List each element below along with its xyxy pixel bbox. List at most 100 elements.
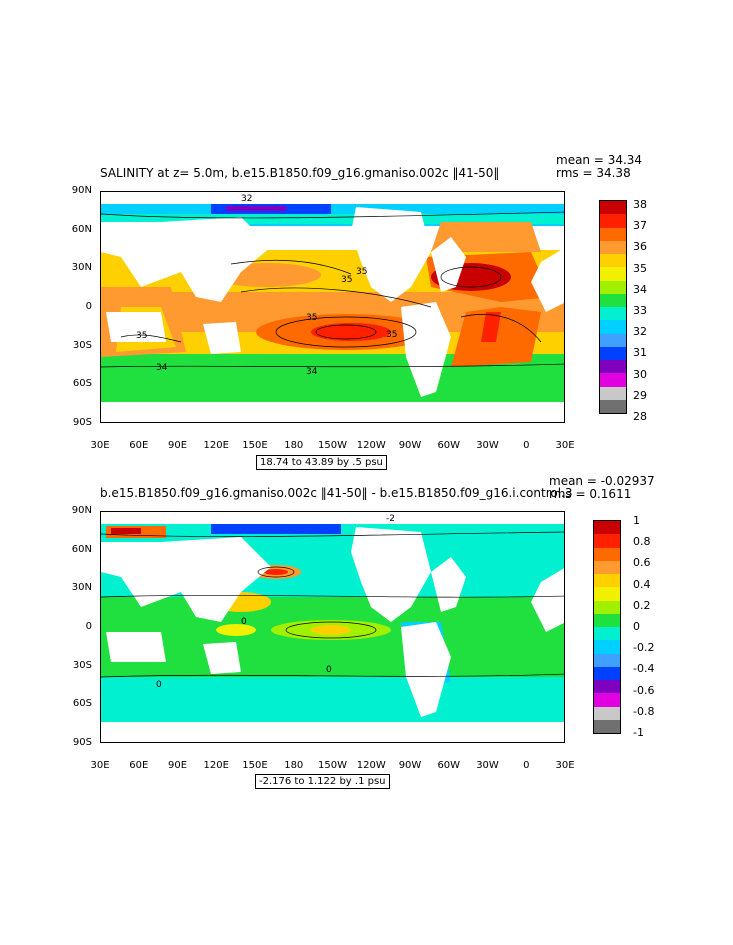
colorbar-tick-label: 34 — [633, 282, 647, 296]
difference-map: 0 0 0 -2 — [100, 511, 565, 743]
colorbar-swatch — [594, 640, 620, 654]
lat-label-0: 0 — [85, 621, 92, 632]
colorbar-swatch — [600, 386, 626, 400]
lon-label: 120E — [203, 760, 229, 771]
colorbar-swatch — [594, 560, 620, 574]
salinity-map: 32 35 35 35 35 34 34 35 — [100, 191, 565, 423]
colorbar-tick-label: -0.8 — [633, 704, 655, 718]
lat-label-30s: 30S — [72, 660, 92, 671]
colorbar-swatch — [600, 280, 626, 294]
colorbar-swatch — [594, 613, 620, 627]
panel-1-range-label: 18.74 to 43.89 by .5 psu — [256, 455, 387, 470]
contour-label: 35 — [306, 313, 317, 323]
colorbar-tick-label: 28 — [633, 410, 647, 423]
colorbar-tick-label: 0.6 — [633, 556, 651, 570]
colorbar-swatch — [600, 267, 626, 281]
lon-label: 120E — [203, 440, 229, 451]
colorbar-tick-label: 0.4 — [633, 577, 651, 591]
contour-label: 35 — [356, 267, 367, 277]
lon-label: 30E — [90, 440, 110, 451]
panel-1-rms: rms = 34.38 — [556, 166, 631, 180]
colorbar-swatch — [600, 333, 626, 347]
colorbar-tick-label: 36 — [633, 240, 647, 254]
lon-label: 150E — [242, 760, 268, 771]
colorbar-tick-label: 38 — [633, 198, 647, 211]
colorbar-tick-label: 37 — [633, 219, 647, 233]
panel-1-mean: mean = 34.34 — [556, 153, 643, 167]
colorbar-swatch — [600, 373, 626, 387]
colorbar-swatch — [594, 719, 620, 733]
lat-label-60s: 60S — [72, 698, 92, 709]
colorbar-tick-label: 33 — [633, 304, 647, 317]
colorbar-swatch — [594, 680, 620, 694]
lat-label-30n: 30N — [71, 582, 92, 593]
colorbar-tick-label: 32 — [633, 325, 647, 339]
contour-label: 0 — [156, 680, 162, 690]
contour-label: 35 — [341, 275, 352, 285]
lat-label-90s: 90S — [72, 417, 92, 428]
colorbar-swatch — [600, 346, 626, 360]
colorbar-swatch — [594, 706, 620, 720]
colorbar-tick-label: -1 — [633, 726, 644, 739]
colorbar-tick-label: 31 — [633, 346, 647, 360]
lon-label: 60E — [129, 440, 149, 451]
colorbar-tick-label: 29 — [633, 388, 647, 402]
panel-2-mean: mean = -0.02937 — [549, 474, 655, 488]
panel-2-title: b.e15.B1850.f09_g16.gmaniso.002c ‖41-50‖… — [100, 486, 573, 500]
lon-label: 90W — [398, 760, 422, 771]
salinity-map-graphic: 32 35 35 35 35 34 34 35 — [101, 192, 564, 422]
colorbar-swatch — [600, 360, 626, 374]
contour-label: 32 — [241, 194, 252, 204]
colorbar-tick-label: -0.4 — [633, 662, 655, 676]
colorbar-swatch — [594, 547, 620, 561]
lon-label: 60W — [437, 760, 461, 771]
salinity-colorbar — [599, 200, 627, 414]
lon-label: 150E — [242, 440, 268, 451]
difference-map-graphic: 0 0 0 -2 — [101, 512, 564, 742]
lat-label-30s: 30S — [72, 340, 92, 351]
contour-label: -2 — [386, 514, 395, 524]
lon-label: 30W — [476, 440, 499, 451]
colorbar-swatch — [600, 214, 626, 228]
colorbar-swatch — [600, 307, 626, 321]
panel-2-range-label: -2.176 to 1.122 by .1 psu — [255, 774, 390, 789]
panel-1-title: SALINITY at z= 5.0m, b.e15.B1850.f09_g16… — [100, 166, 500, 180]
lon-label: 90E — [167, 440, 188, 451]
lon-label: 150W — [318, 440, 347, 451]
colorbar-tick-label: 30 — [633, 367, 647, 381]
colorbar-swatch — [594, 521, 620, 535]
colorbar-swatch — [594, 600, 620, 614]
colorbar-swatch — [600, 201, 626, 215]
colorbar-swatch — [594, 587, 620, 601]
colorbar-tick-label: 0.8 — [633, 535, 651, 549]
contour-label: 0 — [241, 617, 247, 627]
colorbar-tick-label: 1 — [633, 514, 640, 527]
lat-label-90n: 90N — [71, 505, 92, 516]
colorbar-swatch — [594, 627, 620, 641]
colorbar-swatch — [600, 254, 626, 268]
lon-label: 120W — [356, 440, 386, 451]
lon-label: 30E — [555, 760, 575, 771]
colorbar-swatch — [600, 399, 626, 413]
lon-label: 180 — [284, 440, 304, 451]
colorbar-swatch — [594, 693, 620, 707]
lat-label-30n: 30N — [71, 262, 92, 273]
lon-label: 180 — [284, 760, 304, 771]
colorbar-swatch — [600, 227, 626, 241]
lon-label: 120W — [356, 760, 386, 771]
lat-label-0: 0 — [85, 301, 92, 312]
lat-label-90n: 90N — [71, 185, 92, 196]
lon-label: 150W — [318, 760, 347, 771]
colorbar-tick-label: -0.6 — [633, 683, 655, 697]
contour-label: 34 — [156, 363, 168, 373]
panel-2-rms: rms = 0.1611 — [549, 487, 632, 501]
lat-label-60n: 60N — [71, 224, 92, 235]
lon-label: 0 — [523, 440, 530, 451]
lon-label: 90W — [398, 440, 422, 451]
lon-label: 90E — [167, 760, 188, 771]
colorbar-swatch — [594, 666, 620, 680]
lon-label: 60W — [437, 440, 461, 451]
colorbar-tick-label: -0.2 — [633, 641, 655, 655]
colorbar-swatch — [600, 320, 626, 334]
colorbar-swatch — [600, 240, 626, 254]
